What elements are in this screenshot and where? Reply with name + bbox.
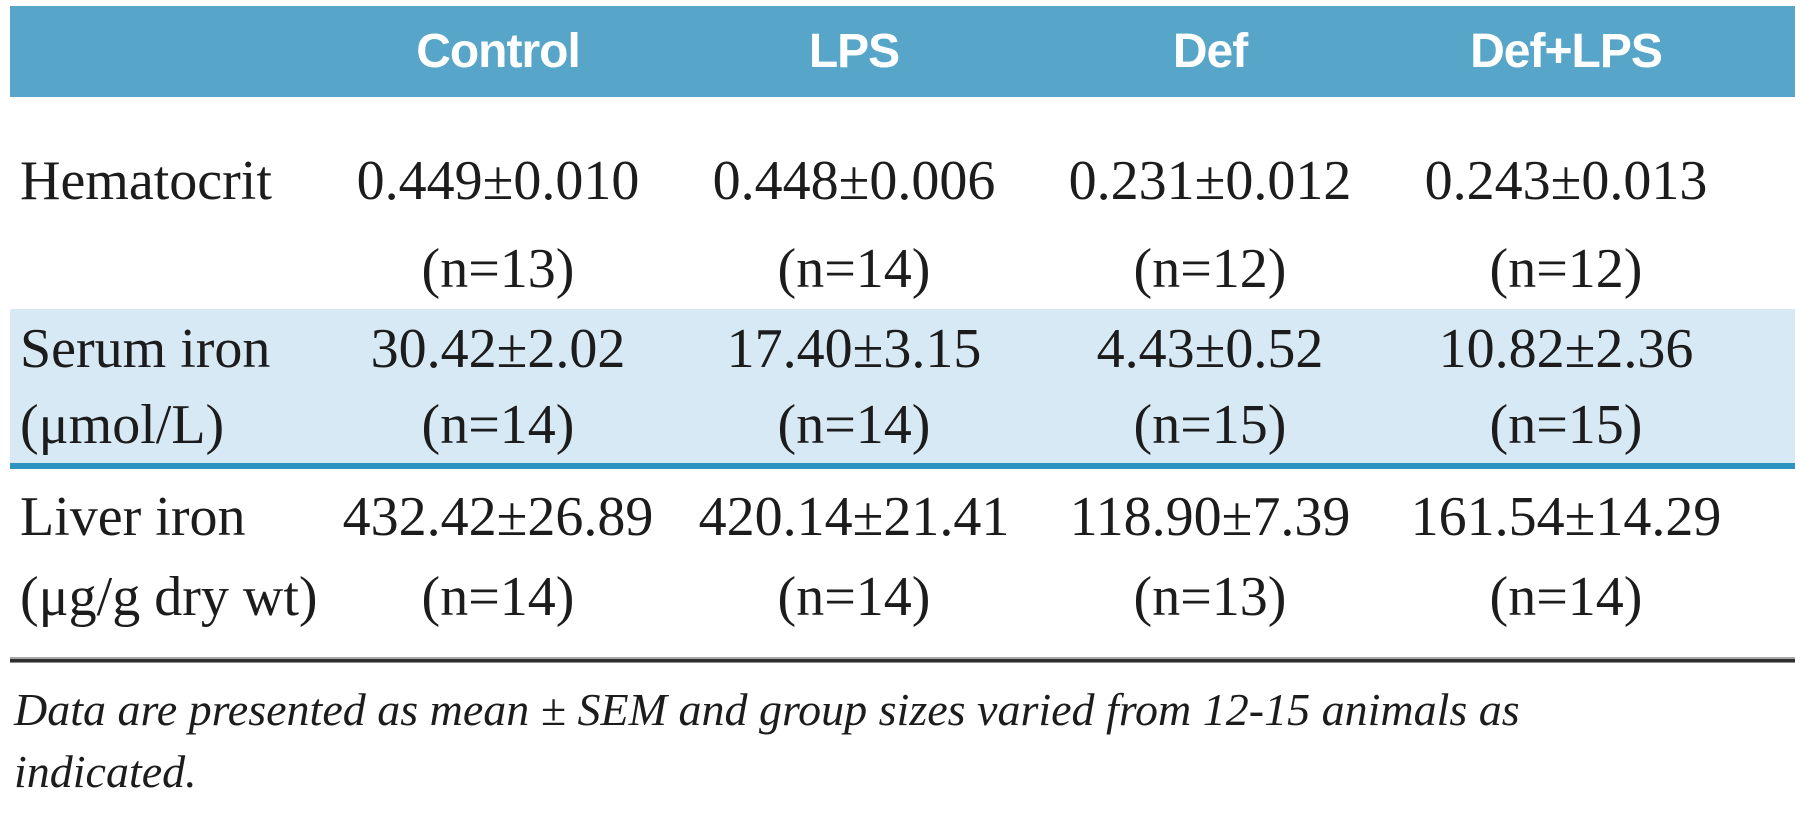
cell-hematocrit-def-lps: 0.243±0.013 (n=12) xyxy=(1388,97,1744,313)
table-footnote: Data are presented as mean ± SEM and gro… xyxy=(10,679,1795,803)
footnote-divider-rule xyxy=(10,657,1795,663)
cell-hematocrit-def: 0.231±0.012 (n=12) xyxy=(1032,97,1388,313)
cell-n: (n=15) xyxy=(1133,394,1287,456)
cell-value: 0.449±0.010 xyxy=(356,150,640,212)
table-row-hematocrit: Hematocrit 0.449±0.010 (n=13) 0.448±0.00… xyxy=(10,97,1795,309)
cell-hematocrit-lps: 0.448±0.006 (n=14) xyxy=(676,97,1032,313)
column-header-def-lps: Def+LPS xyxy=(1470,25,1663,78)
row-label-line1: Serum iron xyxy=(20,318,271,380)
column-header-lps: LPS xyxy=(808,25,900,78)
cell-value: 10.82±2.36 xyxy=(1438,318,1694,380)
cell-n: (n=12) xyxy=(1489,238,1643,300)
cell-n: (n=14) xyxy=(777,238,931,300)
cell-n: (n=14) xyxy=(421,394,575,456)
row-label-hematocrit: Hematocrit xyxy=(10,97,320,313)
cell-value: 4.43±0.52 xyxy=(1096,318,1324,380)
cell-value: 0.243±0.013 xyxy=(1424,150,1708,212)
table-row-liver-iron: Liver iron (μg/g dry wt) 432.42±26.89 (n… xyxy=(10,469,1795,655)
cell-value: 161.54±14.29 xyxy=(1410,486,1722,548)
cell-value: 0.231±0.012 xyxy=(1068,150,1352,212)
row-label-line2: (μmol/L) xyxy=(20,394,225,456)
cell-liver-iron-def: 118.90±7.39 (n=13) xyxy=(1032,469,1388,655)
cell-liver-iron-def-lps: 161.54±14.29 (n=14) xyxy=(1388,469,1744,655)
cell-hematocrit-control: 0.449±0.010 (n=13) xyxy=(320,97,676,313)
cell-serum-iron-def-lps: 10.82±2.36 (n=15) xyxy=(1388,309,1744,463)
cell-serum-iron-lps: 17.40±3.15 (n=14) xyxy=(676,309,1032,463)
row-label-line2: (μg/g dry wt) xyxy=(20,566,318,628)
cell-n: (n=14) xyxy=(777,566,931,628)
cell-value: 432.42±26.89 xyxy=(342,486,654,548)
cell-value: 30.42±2.02 xyxy=(370,318,626,380)
cell-n: (n=15) xyxy=(1489,394,1643,456)
footnote-line1: Data are presented as mean ± SEM and gro… xyxy=(14,684,1520,735)
cell-n: (n=14) xyxy=(1489,566,1643,628)
column-header-control: Control xyxy=(416,25,581,78)
cell-n: (n=13) xyxy=(1133,566,1287,628)
cell-n: (n=14) xyxy=(421,566,575,628)
footnote-line2: indicated. xyxy=(14,746,197,797)
row-label-line1: Liver iron xyxy=(20,486,246,548)
row-label-line1: Hematocrit xyxy=(20,150,272,212)
table-header-row: Control LPS Def Def+LPS xyxy=(10,6,1795,97)
cell-n: (n=13) xyxy=(421,238,575,300)
cell-value: 118.90±7.39 xyxy=(1069,486,1351,548)
cell-value: 17.40±3.15 xyxy=(726,318,982,380)
row-label-serum-iron: Serum iron (μmol/L) xyxy=(10,309,320,463)
results-table: Control LPS Def Def+LPS Hematocrit 0.449… xyxy=(10,6,1795,803)
row-label-liver-iron: Liver iron (μg/g dry wt) xyxy=(10,469,320,655)
cell-liver-iron-control: 432.42±26.89 (n=14) xyxy=(320,469,676,655)
cell-value: 0.448±0.006 xyxy=(712,150,996,212)
cell-serum-iron-def: 4.43±0.52 (n=15) xyxy=(1032,309,1388,463)
cell-serum-iron-control: 30.42±2.02 (n=14) xyxy=(320,309,676,463)
column-header-def: Def xyxy=(1172,25,1248,78)
cell-liver-iron-lps: 420.14±21.41 (n=14) xyxy=(676,469,1032,655)
cell-value: 420.14±21.41 xyxy=(698,486,1010,548)
table-row-serum-iron: Serum iron (μmol/L) 30.42±2.02 (n=14) 17… xyxy=(10,309,1795,469)
cell-n: (n=14) xyxy=(777,394,931,456)
cell-n: (n=12) xyxy=(1133,238,1287,300)
